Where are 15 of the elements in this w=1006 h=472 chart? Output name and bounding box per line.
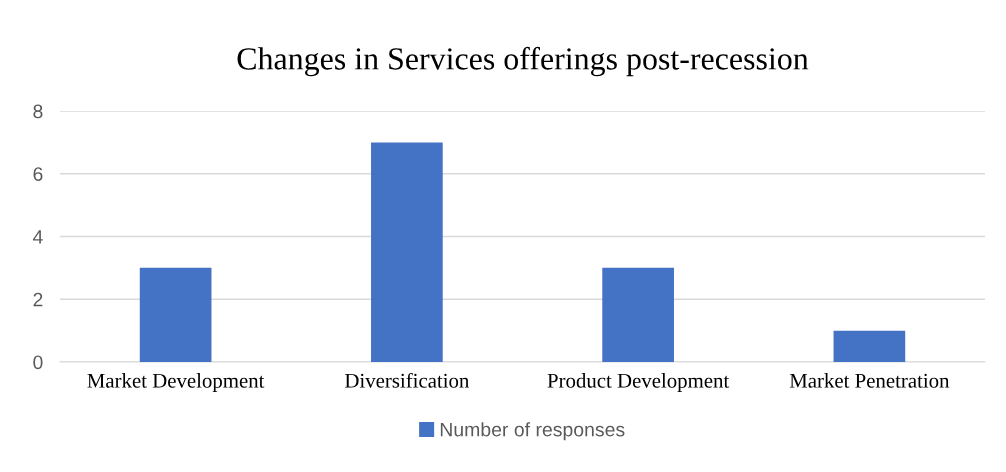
x-tick-label: Market Development bbox=[87, 373, 265, 392]
y-tick-label: 4 bbox=[32, 230, 43, 244]
bar bbox=[602, 267, 674, 362]
y-tick-label: 8 bbox=[33, 104, 43, 119]
bar bbox=[139, 267, 212, 362]
y-tick-label: 0 bbox=[33, 355, 43, 370]
chart-title: Changes in Services offerings post-recession bbox=[237, 46, 809, 77]
bar bbox=[371, 142, 443, 362]
bar bbox=[833, 330, 906, 362]
x-tick-label: Market Penetration bbox=[789, 373, 950, 388]
legend-label: Number of responses bbox=[440, 422, 625, 441]
y-tick-label: 2 bbox=[33, 292, 43, 307]
y-tick-label: 6 bbox=[33, 167, 43, 181]
x-tick-label: Diversification bbox=[344, 372, 470, 388]
x-tick-label: Product Development bbox=[547, 373, 730, 392]
